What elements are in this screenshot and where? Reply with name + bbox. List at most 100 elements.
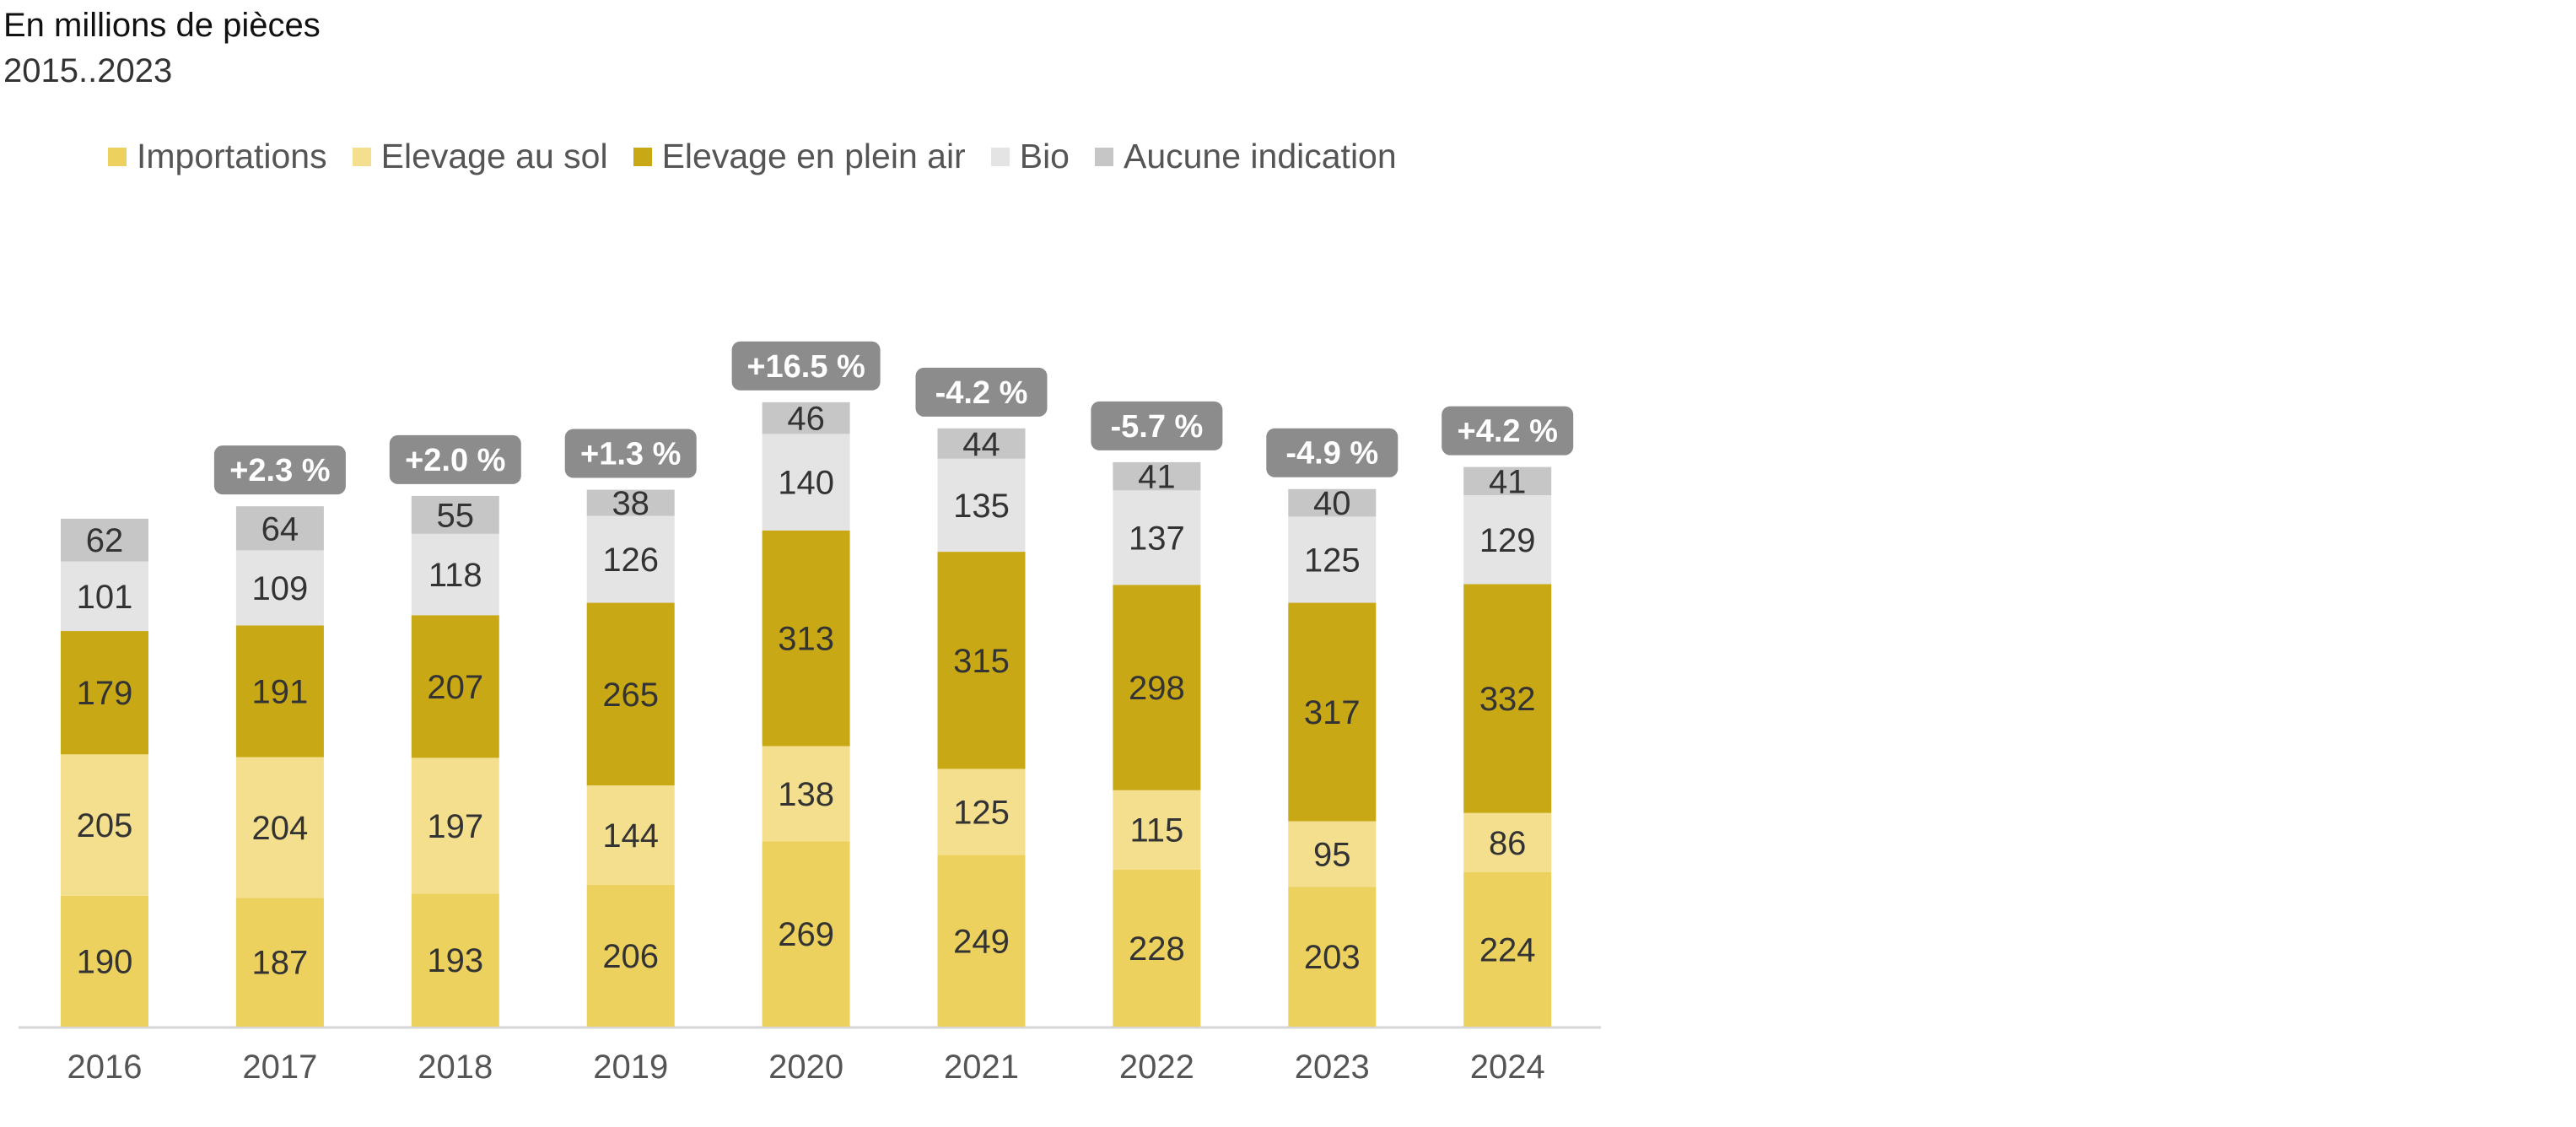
legend-swatch xyxy=(352,147,371,166)
change-badge xyxy=(564,429,697,478)
data-label: 118 xyxy=(428,557,482,594)
data-label: 140 xyxy=(778,465,834,502)
legend-swatch xyxy=(633,147,652,166)
bar-segment xyxy=(235,898,324,1027)
data-label: 125 xyxy=(1304,542,1361,579)
bar-segment xyxy=(411,758,499,894)
legend-item: Aucune indication xyxy=(1094,137,1397,176)
legend-swatch xyxy=(990,147,1010,166)
data-label: 62 xyxy=(86,522,124,559)
bar-segment xyxy=(1113,585,1201,790)
data-label: 101 xyxy=(77,579,133,616)
legend-label: Elevage au sol xyxy=(380,137,608,175)
bar-segment xyxy=(1113,790,1201,870)
bar-segment xyxy=(762,402,850,434)
x-tick-label: 2016 xyxy=(67,1049,143,1086)
data-label: 138 xyxy=(778,776,834,813)
bar-segment xyxy=(411,533,499,616)
data-label: 298 xyxy=(1129,670,1185,707)
data-label: 137 xyxy=(1129,520,1185,557)
bar-segment xyxy=(762,841,850,1027)
data-label: 315 xyxy=(953,643,1010,680)
data-label: 46 xyxy=(787,401,825,438)
data-label: 204 xyxy=(252,810,309,847)
change-badge xyxy=(213,445,346,495)
bar-segment xyxy=(937,855,1026,1027)
data-label: 332 xyxy=(1479,681,1536,718)
data-label: 228 xyxy=(1129,930,1185,968)
change-label: -4.9 % xyxy=(1285,436,1378,472)
data-label: 95 xyxy=(1313,836,1351,873)
x-tick-label: 2021 xyxy=(944,1049,1019,1086)
bar-segment xyxy=(586,884,675,1027)
x-tick-label: 2017 xyxy=(242,1049,317,1086)
legend-item: Importations xyxy=(108,137,327,176)
change-label: +2.0 % xyxy=(405,443,505,478)
bar-segment xyxy=(1288,602,1377,822)
data-label: 265 xyxy=(602,677,659,714)
data-label: 205 xyxy=(77,807,133,844)
change-label: +4.2 % xyxy=(1458,414,1558,450)
legend-label: Aucune indication xyxy=(1123,137,1397,175)
data-label: 64 xyxy=(261,510,299,547)
legend-item: Elevage en plein air xyxy=(633,137,966,176)
bar-segment xyxy=(235,757,324,898)
bar-segment xyxy=(1113,869,1201,1027)
data-label: 125 xyxy=(953,795,1010,832)
bar-segment xyxy=(1463,584,1552,813)
data-label: 187 xyxy=(252,945,309,982)
legend-swatch xyxy=(1094,147,1113,166)
bar-segment xyxy=(61,754,148,896)
bar-segment xyxy=(586,489,675,516)
data-label: 190 xyxy=(77,943,133,980)
data-label: 191 xyxy=(252,674,309,711)
bar-segment xyxy=(411,893,499,1027)
chart-title: En millions de pièces xyxy=(3,7,321,44)
change-label: +1.3 % xyxy=(580,437,681,472)
legend: Importations Elevage au sol Elevage en ple… xyxy=(108,137,1422,176)
bar-segment xyxy=(235,625,324,758)
bar-segment xyxy=(235,550,324,626)
bar-segment xyxy=(61,895,148,1027)
data-label: 135 xyxy=(953,488,1010,525)
bar-segment xyxy=(1288,821,1377,887)
data-label: 206 xyxy=(602,938,659,975)
bar-segment xyxy=(235,506,324,551)
bar-segment xyxy=(61,631,148,755)
bar-segment xyxy=(411,615,499,758)
x-tick-label: 2019 xyxy=(593,1049,668,1086)
bar-segment xyxy=(1463,871,1552,1027)
data-label: 224 xyxy=(1479,931,1536,968)
data-label: 115 xyxy=(1130,812,1184,849)
change-label: +2.3 % xyxy=(229,453,330,488)
data-label: 193 xyxy=(427,942,483,979)
bar-segment xyxy=(1113,461,1201,491)
bar-segment xyxy=(586,602,675,786)
data-label: 38 xyxy=(612,485,649,522)
data-label: 41 xyxy=(1138,459,1176,496)
bar-segment xyxy=(762,530,850,747)
bar-segment xyxy=(1288,488,1377,517)
data-label: 317 xyxy=(1304,694,1361,731)
x-tick-label: 2023 xyxy=(1295,1049,1370,1086)
data-label: 179 xyxy=(77,675,133,712)
data-label: 197 xyxy=(427,808,483,845)
change-label: -5.7 % xyxy=(1110,409,1203,445)
x-tick-label: 2018 xyxy=(418,1049,493,1086)
bar-segment xyxy=(1463,495,1552,585)
change-badge xyxy=(915,367,1048,417)
data-label: 144 xyxy=(602,817,659,855)
bar-segment xyxy=(1113,490,1201,585)
x-tick-label: 2024 xyxy=(1470,1049,1545,1086)
bar-segment xyxy=(937,768,1026,855)
data-label: 249 xyxy=(953,923,1010,960)
chart-subtitle: 2015..2023 xyxy=(3,52,173,89)
bar-segment xyxy=(586,515,675,603)
change-badge xyxy=(1442,406,1574,456)
bar-segment xyxy=(1288,887,1377,1027)
data-label: 203 xyxy=(1304,939,1361,976)
data-label: 126 xyxy=(602,542,659,579)
legend-swatch xyxy=(108,147,127,166)
